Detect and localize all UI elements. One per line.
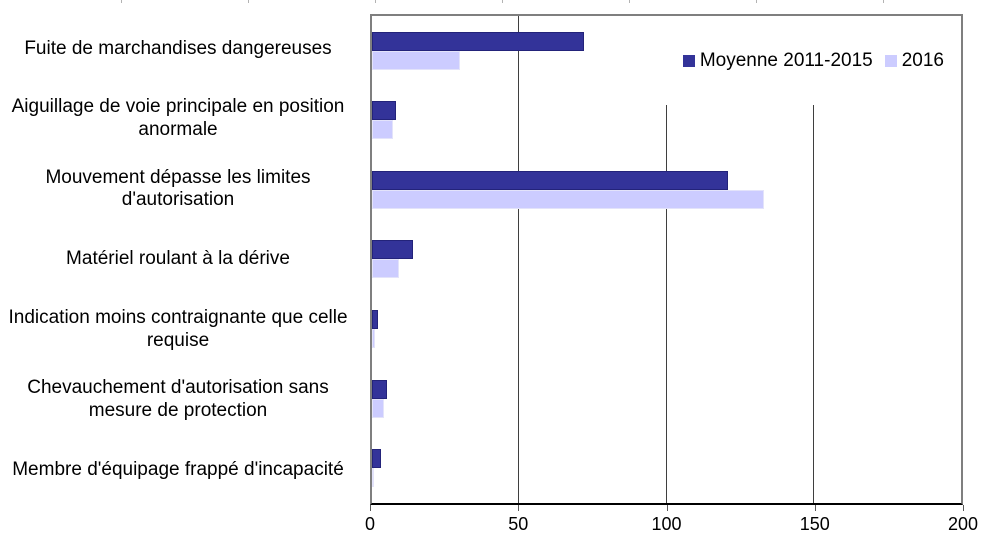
category-label: Membre d'équipage frappé d'incapacité: [12, 458, 344, 480]
gridline: [665, 16, 667, 503]
x-tick-label: 150: [799, 514, 830, 534]
x-tick-mark: [963, 505, 964, 511]
bar-2016: [372, 329, 375, 349]
bar-group: [372, 155, 961, 225]
category-label: Fuite de marchandises dangereuses: [24, 37, 332, 59]
x-tick-label: 0: [364, 514, 376, 534]
x-tick-mark: [518, 505, 520, 511]
top-edge-tick: [502, 0, 503, 3]
x-tick-mark: [814, 505, 816, 511]
bar-group: [372, 225, 961, 295]
category-label: Mouvement dépasse les limites d'autorisa…: [45, 166, 311, 211]
top-edge-tick: [756, 0, 757, 3]
category-labels-column: Fuite de marchandises dangereuses Aiguill…: [2, 14, 354, 505]
legend-swatch-2016: [884, 54, 897, 67]
bar-2016: [372, 50, 461, 70]
gridline: [518, 16, 520, 503]
bar-moyenne-2011-2015: [372, 170, 729, 190]
x-tick-label: 100: [651, 514, 682, 534]
category-label: Chevauchement d'autorisation sans mesure…: [27, 376, 329, 421]
bar-moyenne-2011-2015: [372, 31, 585, 51]
bar-moyenne-2011-2015: [372, 379, 387, 399]
bar-moyenne-2011-2015: [372, 240, 414, 260]
legend: Moyenne 2011-2015 2016: [666, 16, 958, 105]
gridline: [812, 16, 814, 503]
top-edge-tick: [121, 0, 122, 3]
legend-label-moyenne-2011-2015: Moyenne 2011-2015: [699, 49, 873, 71]
legend-swatch-moyenne-2011-2015: [682, 54, 695, 67]
bar-group: [372, 433, 961, 503]
bar-2016: [372, 398, 384, 418]
bar-2016: [372, 259, 399, 279]
top-edge-tick: [375, 0, 376, 3]
plot-area: Moyenne 2011-2015 2016: [370, 14, 963, 505]
bar-2016: [372, 120, 393, 140]
bar-moyenne-2011-2015: [372, 101, 396, 121]
bar-2016: [372, 189, 764, 209]
bar-moyenne-2011-2015: [372, 310, 378, 330]
top-edge-tick: [629, 0, 630, 3]
top-edge-tick: [883, 0, 884, 3]
category-label: Matériel roulant à la dérive: [66, 248, 290, 270]
bar-group: [372, 16, 961, 86]
bar-2016: [372, 468, 374, 488]
bar-group: [372, 294, 961, 364]
bar-group: [372, 86, 961, 156]
x-tick-mark: [370, 505, 371, 511]
category-label: Indication moins contraignante que celle…: [8, 306, 348, 351]
bar-moyenne-2011-2015: [372, 449, 381, 469]
category-label: Aiguillage de voie principale en positio…: [11, 96, 345, 141]
x-tick-mark: [666, 505, 668, 511]
bar-group: [372, 364, 961, 434]
x-tick-label: 200: [947, 514, 979, 534]
x-tick-label: 50: [508, 514, 529, 534]
legend-label-2016: 2016: [901, 49, 944, 71]
top-edge-tick: [248, 0, 249, 3]
